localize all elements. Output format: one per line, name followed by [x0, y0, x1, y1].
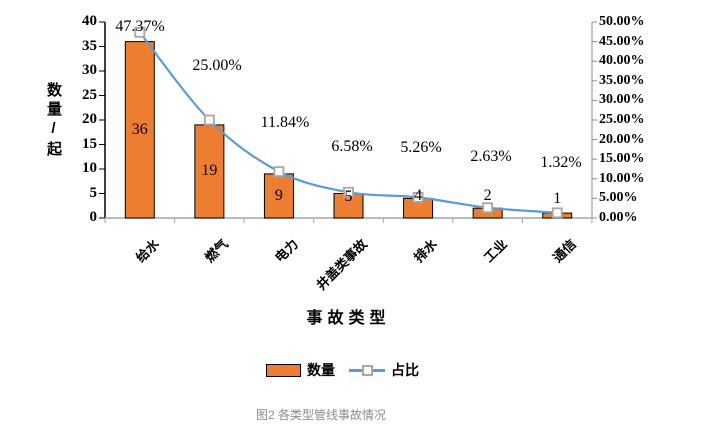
right-axis-tick-label: 15.00%	[599, 151, 645, 167]
right-axis-tick-label: 30.00%	[599, 92, 645, 108]
bar-value-label: 5	[344, 188, 353, 206]
percent-point-label: 2.63%	[470, 148, 512, 166]
right-axis-tick-label: 35.00%	[599, 72, 645, 88]
bar-2	[263, 173, 294, 219]
left-axis-tick-label: 0	[89, 209, 98, 225]
line-marker-1	[203, 114, 215, 126]
percent-point-label: 47.37%	[115, 18, 165, 36]
bar-value-label: 1	[553, 190, 562, 208]
line-marker-0	[134, 26, 146, 38]
line-marker-2	[273, 166, 285, 177]
legend-square-marker-icon	[362, 364, 373, 376]
left-axis-tick-label: 35	[82, 37, 97, 54]
left-axis-tick-label: 10	[82, 160, 97, 176]
percent-point-label: 25.00%	[192, 57, 242, 75]
line-marker-5	[482, 202, 494, 214]
percent-point-label: 11.84%	[260, 114, 310, 132]
category-label: 电力	[271, 236, 301, 266]
left-axis-tick-label: 20	[82, 111, 97, 127]
figure-caption: 图2 各类型管线事故情况	[255, 408, 386, 422]
line-marker-3	[343, 186, 354, 198]
bar-value-label: 2	[483, 187, 492, 205]
legend-bar-swatch-icon	[266, 363, 301, 377]
line-marker-4	[412, 191, 424, 203]
right-axis-tick-label: 40.00%	[599, 53, 645, 69]
right-axis-tick-label: 20.00%	[599, 131, 645, 147]
bar-value-label: 4	[414, 187, 423, 205]
percent-point-label: 1.32%	[540, 154, 582, 172]
category-label: 给水	[132, 236, 162, 266]
legend-line-swatch-icon	[349, 364, 385, 377]
legend-label-count: 数量	[307, 362, 335, 378]
category-label: 通信	[550, 236, 580, 266]
bar-0	[124, 41, 155, 219]
category-label: 燃气	[202, 236, 232, 266]
right-axis-tick-label: 5.00%	[599, 190, 638, 206]
legend: 数量 占比	[266, 360, 419, 380]
left-axis-tick-label: 40	[82, 13, 97, 29]
category-label: 排水	[410, 236, 440, 266]
legend-label-percent: 占比	[391, 362, 419, 378]
left-axis-tick-label: 15	[82, 135, 97, 152]
right-axis-tick-label: 45.00%	[599, 33, 645, 49]
bar-value-label: 9	[274, 187, 283, 205]
right-axis-tick-label: 25.00%	[599, 112, 645, 127]
bar-value-label: 19	[201, 162, 218, 180]
right-axis-tick-label: 50.00%	[599, 14, 645, 29]
category-label: 工业	[480, 236, 510, 266]
right-axis-tick-label: 0.00%	[599, 210, 638, 225]
left-axis-tick-label: 5	[89, 184, 98, 201]
category-label: 井盖类事故	[313, 236, 371, 293]
right-axis-tick-label: 10.00%	[599, 170, 645, 186]
bar-value-label: 36	[131, 121, 148, 139]
percent-point-label: 6.58%	[331, 138, 373, 156]
left-axis-tick-label: 25	[82, 86, 97, 103]
line-marker-6	[551, 207, 563, 219]
bar-1	[194, 124, 225, 219]
left-axis-title: 数量/起	[45, 82, 62, 160]
x-axis-title: 事故类型	[306, 310, 391, 327]
percent-point-label: 5.26%	[400, 139, 442, 157]
left-axis-tick-label: 30	[82, 62, 97, 78]
